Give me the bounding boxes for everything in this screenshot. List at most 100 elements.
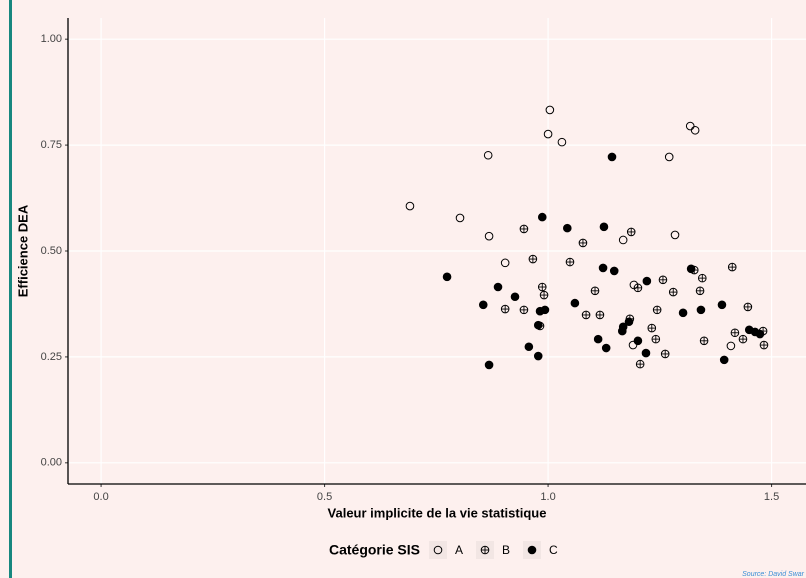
point [696,305,706,315]
point [642,276,652,286]
point [543,129,553,139]
marker-circle [690,125,700,135]
marker-circle [405,201,415,211]
marker-circle [670,230,680,240]
marker-circle [607,152,617,162]
point [537,282,547,292]
point [519,305,529,315]
point [590,286,600,296]
point [641,348,651,358]
border [9,0,12,578]
marker-circle [455,213,465,223]
point [601,343,611,353]
point [519,224,529,234]
y-tick-label: 0.00 [41,457,62,469]
point [607,152,617,162]
point [563,223,572,233]
marker-circle [609,266,619,276]
point [599,222,609,232]
point [493,282,503,292]
point [726,341,736,351]
point [697,273,707,283]
point [528,254,538,264]
marker-circle [510,292,520,302]
legend-marker [480,545,490,555]
point [738,334,748,344]
point [581,310,591,320]
point [699,336,709,346]
marker-circle [617,326,627,336]
point [545,105,555,115]
point [500,304,510,314]
marker-circle [696,305,706,315]
marker-circle [726,341,736,351]
point [664,152,674,162]
point [617,326,627,336]
point [593,334,603,344]
point [405,201,415,211]
marker-circle [433,545,443,555]
x-axis-title: Valeur implicite de la vie statistique [328,505,547,520]
point [695,286,705,296]
marker-circle [593,334,603,344]
marker-circle [664,152,674,162]
marker-circle [717,300,727,310]
legend-key [429,541,447,559]
marker-circle [755,329,765,339]
point [719,355,729,365]
point [626,227,636,237]
marker-circle [545,105,555,115]
point [633,283,643,293]
x-tick-label: 0.5 [317,491,332,503]
marker-circle [533,320,543,330]
point [678,308,688,318]
marker-circle [483,150,493,160]
marker-circle [493,282,503,292]
point [595,310,605,320]
point [628,340,638,350]
point [533,320,543,330]
marker-circle [442,272,452,282]
y-tick-label: 1.00 [41,33,62,45]
point [635,359,645,369]
point [727,262,737,272]
point [685,121,695,131]
point [686,264,696,274]
marker-circle [484,360,494,370]
point [670,230,680,240]
point [537,212,547,222]
marker-circle [601,343,611,353]
point [652,305,662,315]
marker-circle [537,212,547,222]
marker-circle [719,355,729,365]
point [565,257,575,267]
legend-label: A [455,543,463,557]
marker-circle [570,298,580,308]
point [442,272,452,282]
point [690,125,700,135]
point [570,298,580,308]
point [455,213,465,223]
legend-label: B [502,543,510,557]
x-tick-label: 1.0 [540,491,555,503]
marker-circle [618,235,628,245]
marker-circle [527,545,537,555]
marker-circle [500,258,510,268]
marker-circle [540,305,550,315]
point [540,305,550,315]
marker-circle [524,342,534,352]
point [647,323,657,333]
marker-circle [624,317,634,327]
marker-circle [478,300,488,310]
marker-circle [686,264,696,274]
point [500,258,510,268]
point [730,328,740,338]
point [533,351,543,361]
y-tick-label: 0.75 [41,139,62,151]
point [484,360,494,370]
legend-marker [433,545,443,555]
marker-circle [563,223,572,233]
x-tick-label: 1.5 [764,491,779,503]
point [743,302,753,312]
legend-label: C [549,543,558,557]
